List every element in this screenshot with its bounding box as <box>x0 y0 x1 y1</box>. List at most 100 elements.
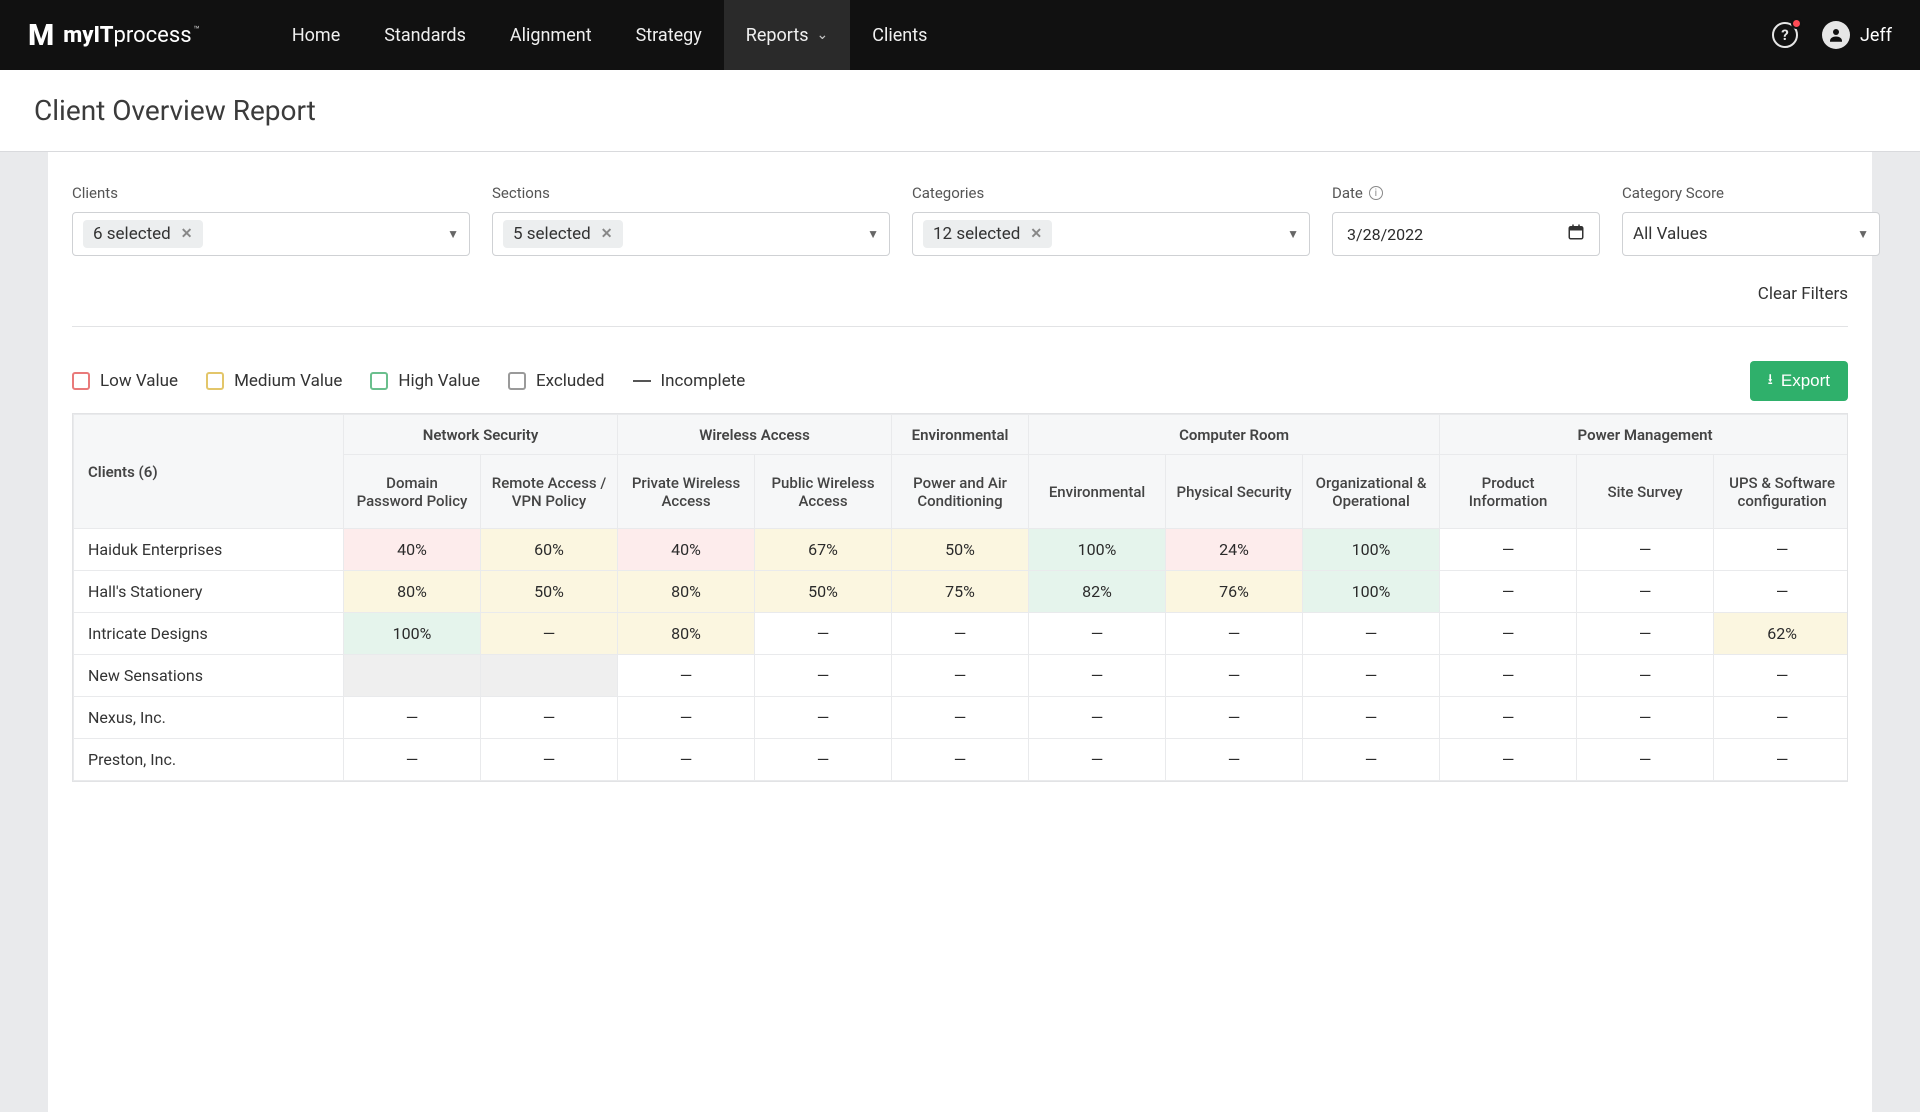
score-cell: 100% <box>1029 529 1166 571</box>
score-cell: — <box>1714 571 1848 613</box>
table-row: Nexus, Inc.——————————— <box>74 697 1849 739</box>
categories-chip[interactable]: 12 selected ✕ <box>923 220 1052 248</box>
chevron-down-icon: ▼ <box>867 227 879 241</box>
sections-select[interactable]: 5 selected ✕ ▼ <box>492 212 890 256</box>
table-row: Haiduk Enterprises40%60%40%67%50%100%24%… <box>74 529 1849 571</box>
filter-clients: Clients 6 selected ✕ ▼ <box>72 184 470 256</box>
score-cell: 76% <box>1166 571 1303 613</box>
score-cell: — <box>1303 613 1440 655</box>
info-icon[interactable]: i <box>1369 186 1383 200</box>
score-cell: — <box>1029 613 1166 655</box>
score-cell: — <box>1029 697 1166 739</box>
user-menu[interactable]: Jeff <box>1822 21 1892 49</box>
report-table: Clients (6)Network SecurityWireless Acce… <box>72 413 1848 782</box>
calendar-icon <box>1567 223 1585 245</box>
score-select[interactable]: All Values ▼ <box>1622 212 1880 256</box>
score-cell: — <box>755 697 892 739</box>
score-cell: 82% <box>1029 571 1166 613</box>
sections-chip[interactable]: 5 selected ✕ <box>503 220 623 248</box>
page-title: Client Overview Report <box>34 94 1886 127</box>
colgroup-header: Computer Room <box>1029 415 1440 455</box>
client-name[interactable]: Preston, Inc. <box>74 739 344 781</box>
clients-chip[interactable]: 6 selected ✕ <box>83 220 203 248</box>
filter-date: Date i 3/28/2022 <box>1332 184 1600 256</box>
logo-mark: M <box>28 18 53 53</box>
notification-dot <box>1791 18 1802 29</box>
score-cell: — <box>1577 697 1714 739</box>
score-cell: — <box>1577 655 1714 697</box>
help-icon[interactable]: ? <box>1770 20 1800 50</box>
client-name[interactable]: Hall's Stationery <box>74 571 344 613</box>
export-button[interactable]: ⭳ Export <box>1750 361 1848 401</box>
score-cell: — <box>1577 529 1714 571</box>
clients-select[interactable]: 6 selected ✕ ▼ <box>72 212 470 256</box>
chevron-down-icon: ▼ <box>1857 227 1869 241</box>
filter-categories-label: Categories <box>912 184 1310 202</box>
score-cell: 40% <box>618 529 755 571</box>
clear-filters-link[interactable]: Clear Filters <box>1758 284 1848 304</box>
client-name[interactable]: Haiduk Enterprises <box>74 529 344 571</box>
table-row: Preston, Inc.——————————— <box>74 739 1849 781</box>
logo[interactable]: M myITprocess™ <box>28 18 200 53</box>
score-cell: — <box>755 739 892 781</box>
score-cell: 60% <box>481 529 618 571</box>
col-header: Site Survey <box>1577 455 1714 529</box>
nav-clients[interactable]: Clients <box>850 0 949 70</box>
col-header: Domain Password Policy <box>344 455 481 529</box>
score-cell: — <box>618 655 755 697</box>
score-cell: — <box>1714 529 1848 571</box>
col-header: Power and Air Conditioning <box>892 455 1029 529</box>
table-row: Hall's Stationery80%50%80%50%75%82%76%10… <box>74 571 1849 613</box>
score-cell: — <box>481 739 618 781</box>
nav-reports[interactable]: Reports⌄ <box>724 0 850 70</box>
close-icon[interactable]: ✕ <box>601 226 613 242</box>
score-cell: 75% <box>892 571 1029 613</box>
score-cell: — <box>1440 739 1577 781</box>
score-cell: — <box>1714 655 1848 697</box>
col-header: Organizational & Operational <box>1303 455 1440 529</box>
score-cell: — <box>1166 613 1303 655</box>
table-row: Intricate Designs100%—80%———————62% <box>74 613 1849 655</box>
nav-standards[interactable]: Standards <box>362 0 488 70</box>
score-cell: 50% <box>481 571 618 613</box>
score-cell: — <box>1714 739 1848 781</box>
col-header: Remote Access / VPN Policy <box>481 455 618 529</box>
score-cell: — <box>1166 697 1303 739</box>
export-icon: ⭳ <box>1768 369 1773 394</box>
date-input[interactable]: 3/28/2022 <box>1332 212 1600 256</box>
score-cell: — <box>892 613 1029 655</box>
filter-sections-label: Sections <box>492 184 890 202</box>
score-cell: 50% <box>755 571 892 613</box>
col-header: Physical Security <box>1166 455 1303 529</box>
score-cell: — <box>892 697 1029 739</box>
nav-strategy[interactable]: Strategy <box>614 0 724 70</box>
score-cell <box>344 655 481 697</box>
legend-low: Low Value <box>72 371 178 391</box>
score-cell <box>481 655 618 697</box>
nav-home[interactable]: Home <box>270 0 362 70</box>
score-cell: 67% <box>755 529 892 571</box>
report-panel: Clients 6 selected ✕ ▼ Sections 5 select… <box>48 152 1872 1112</box>
score-cell: — <box>1440 613 1577 655</box>
legend-row: Low Value Medium Value High Value Exclud… <box>72 361 1848 401</box>
score-cell: — <box>1303 697 1440 739</box>
score-cell: — <box>1303 739 1440 781</box>
nav-links: HomeStandardsAlignmentStrategyReports⌄Cl… <box>270 0 950 70</box>
categories-select[interactable]: 12 selected ✕ ▼ <box>912 212 1310 256</box>
close-icon[interactable]: ✕ <box>181 226 193 242</box>
nav-alignment[interactable]: Alignment <box>488 0 614 70</box>
client-name[interactable]: New Sensations <box>74 655 344 697</box>
client-name[interactable]: Nexus, Inc. <box>74 697 344 739</box>
table-row: New Sensations————————— <box>74 655 1849 697</box>
client-name[interactable]: Intricate Designs <box>74 613 344 655</box>
col-header: Product Information <box>1440 455 1577 529</box>
filter-score: Category Score All Values ▼ <box>1622 184 1880 256</box>
score-cell: 24% <box>1166 529 1303 571</box>
chevron-down-icon: ▼ <box>447 227 459 241</box>
score-cell: — <box>1029 739 1166 781</box>
score-cell: 100% <box>1303 529 1440 571</box>
close-icon[interactable]: ✕ <box>1030 226 1042 242</box>
filter-score-label: Category Score <box>1622 184 1880 202</box>
score-cell: — <box>1577 739 1714 781</box>
top-nav: M myITprocess™ HomeStandardsAlignmentStr… <box>0 0 1920 70</box>
